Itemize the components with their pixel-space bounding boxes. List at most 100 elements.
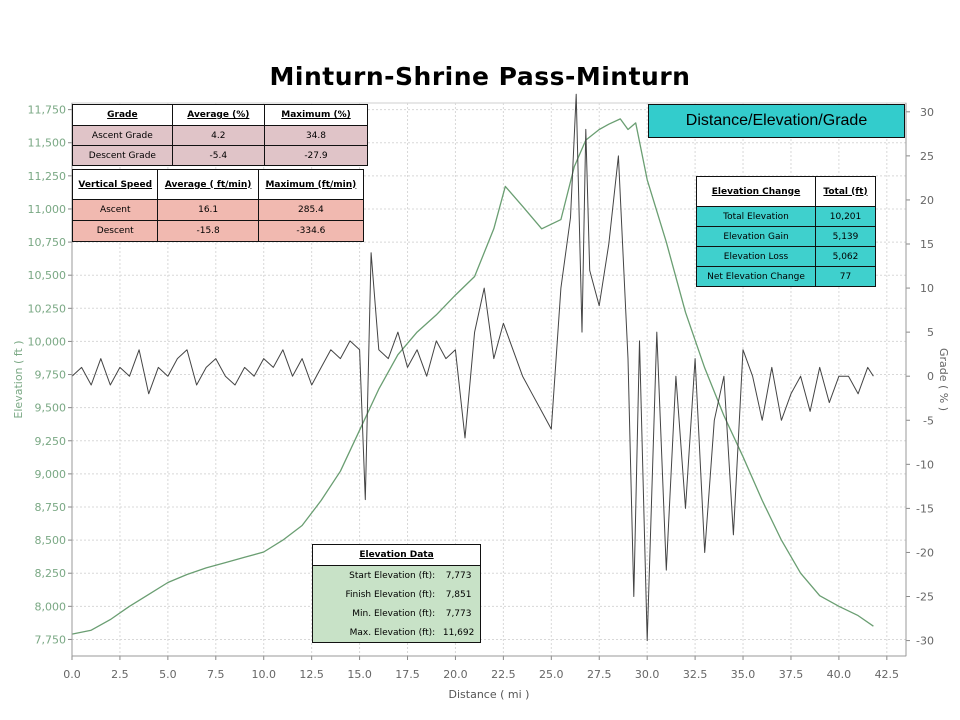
elevation-change-table: Elevation Change Total (ft) Total Elevat… [696, 176, 876, 287]
elevchange-cell: Total Elevation [696, 206, 816, 227]
x-tick-label: 32.5 [683, 668, 708, 681]
grade-table: Grade Average (%) Maximum (%) Ascent Gra… [72, 104, 369, 166]
x-tick-label: 42.5 [875, 668, 900, 681]
x-tick-label: 0.0 [63, 668, 81, 681]
elevdata-value: 11,692 [437, 623, 482, 643]
x-tick-label: 30.0 [635, 668, 660, 681]
grade-cell: 34.8 [263, 125, 369, 146]
x-axis-title: Distance ( mi ) [449, 688, 530, 701]
grade-header-maximum: Maximum (%) [263, 104, 369, 126]
y-right-tick-label: -15 [916, 502, 934, 515]
x-tick-label: 7.5 [207, 668, 225, 681]
x-tick-label: 40.0 [827, 668, 852, 681]
y-left-tick-label: 10,250 [28, 302, 67, 315]
y-right-tick-label: 10 [920, 282, 934, 295]
vspeed-cell: -334.6 [257, 220, 365, 242]
table-row: Total Elevation 10,201 [696, 206, 876, 227]
elevdata-value: 7,851 [437, 585, 482, 604]
elevdata-value: 7,773 [437, 565, 482, 585]
y-left-tick-label: 9,500 [35, 402, 67, 415]
table-row: Max. Elevation (ft): 11,692 [312, 623, 482, 643]
y-left-tick-label: 8,000 [35, 600, 67, 613]
table-row: Ascent Grade 4.2 34.8 [72, 125, 369, 146]
vertical-speed-header: Vertical Speed Average ( ft/min) Maximum… [71, 169, 365, 200]
y-left-tick-label: 9,750 [35, 369, 67, 382]
grade-cell: -5.4 [171, 145, 265, 166]
elevdata-label: Start Elevation (ft): [312, 565, 438, 585]
x-tick-label: 15.0 [347, 668, 372, 681]
elevchange-cell: Elevation Loss [696, 246, 816, 267]
elevdata-label: Min. Elevation (ft): [312, 604, 438, 623]
table-row: Ascent 16.1 285.4 [71, 199, 365, 221]
grade-header-grade: Grade [72, 104, 173, 126]
elevchange-cell: Net Elevation Change [696, 266, 816, 287]
grade-cell: -27.9 [263, 145, 369, 166]
x-tick-label: 25.0 [539, 668, 564, 681]
grade-table-header: Grade Average (%) Maximum (%) [72, 104, 369, 126]
y-right-tick-label: 25 [920, 150, 934, 163]
table-row: Min. Elevation (ft): 7,773 [312, 604, 482, 623]
y-left-tick-label: 8,250 [35, 567, 67, 580]
y-right-tick-label: 30 [920, 106, 934, 119]
y-right-tick-label: -5 [923, 414, 934, 427]
elevchange-cell: 5,139 [815, 226, 876, 247]
x-tick-label: 37.5 [779, 668, 804, 681]
axis-layer: 0.0 2.5 5.0 7.5 10.0 12.5 15.0 17.5 20.0 22.5 25.0… [12, 103, 950, 701]
vspeed-cell: 16.1 [157, 199, 259, 221]
elevdata-value: 7,773 [437, 604, 482, 623]
elevchange-cell: 5,062 [815, 246, 876, 267]
y-left-axis-title: Elevation ( ft ) [12, 340, 25, 418]
y-left-tick-label: 7,750 [35, 633, 67, 646]
y-left-tick-label: 9,250 [35, 435, 67, 448]
elevation-data-table: Elevation Data Start Elevation (ft): 7,7… [312, 544, 482, 643]
y-right-tick-label: -25 [916, 591, 934, 604]
grade-cell: Ascent Grade [72, 125, 173, 146]
vertical-speed-table: Vertical Speed Average ( ft/min) Maximum… [71, 169, 365, 242]
y-left-tick-label: 11,000 [28, 203, 67, 216]
y-left-tick-label: 11,250 [28, 170, 67, 183]
x-tick-label: 10.0 [251, 668, 276, 681]
chart-legend-box: Distance/Elevation/Grade [648, 104, 905, 138]
grade-cell: 4.2 [171, 125, 265, 146]
vspeed-cell: Descent [71, 220, 159, 242]
y-right-tick-label: 5 [927, 326, 934, 339]
y-left-tick-label: 10,500 [28, 269, 67, 282]
chart-title: Minturn-Shrine Pass-Minturn [269, 62, 691, 91]
vspeed-cell: -15.8 [157, 220, 259, 242]
y-right-tick-label: 20 [920, 194, 934, 207]
elevchange-header-name: Elevation Change [696, 176, 816, 207]
elevation-series-line [71, 118, 874, 635]
y-right-tick-label: 0 [927, 370, 934, 383]
x-tick-label: 20.0 [443, 668, 468, 681]
x-tick-label: 22.5 [491, 668, 516, 681]
table-row: Elevation Gain 5,139 [696, 226, 876, 247]
elevchange-cell: Elevation Gain [696, 226, 816, 247]
elevdata-label: Max. Elevation (ft): [312, 623, 438, 643]
table-row: Descent -15.8 -334.6 [71, 220, 365, 242]
y-right-axis-title: Grade ( % ) [937, 348, 950, 411]
grade-cell: Descent Grade [72, 145, 173, 166]
y-right-tick-label: -20 [916, 546, 934, 559]
elevation-data-header: Elevation Data [312, 544, 481, 566]
x-tick-label: 12.5 [299, 668, 324, 681]
elevdata-header: Elevation Data [312, 544, 481, 566]
y-left-tick-label: 11,500 [28, 137, 67, 150]
table-row: Elevation Loss 5,062 [696, 246, 876, 267]
table-row: Start Elevation (ft): 7,773 [312, 565, 482, 585]
y-left-tick-label: 9,000 [35, 468, 67, 481]
table-row: Descent Grade -5.4 -27.9 [72, 145, 369, 166]
y-left-tick-label: 8,750 [35, 501, 67, 514]
vspeed-cell: 285.4 [257, 199, 365, 221]
grade-header-average: Average (%) [171, 104, 265, 126]
x-tick-label: 5.0 [159, 668, 177, 681]
x-tick-label: 2.5 [111, 668, 129, 681]
x-tick-label: 35.0 [731, 668, 756, 681]
y-right-tick-label: -30 [916, 635, 934, 648]
table-row: Finish Elevation (ft): 7,851 [312, 585, 482, 604]
vspeed-header-maximum: Maximum (ft/min) [257, 169, 365, 200]
elevchange-cell: 10,201 [815, 206, 876, 227]
elevdata-label: Finish Elevation (ft): [312, 585, 438, 604]
y-left-tick-label: 10,750 [28, 236, 67, 249]
elevchange-header-total: Total (ft) [815, 176, 876, 207]
elevchange-cell: 77 [815, 266, 876, 287]
